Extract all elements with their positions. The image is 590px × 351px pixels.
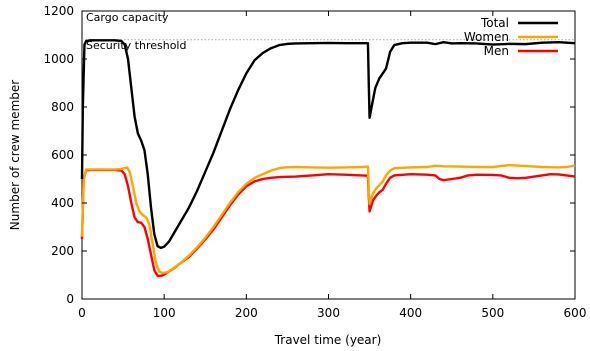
x-tick-label: 100: [153, 306, 176, 320]
legend-label-women: Women: [464, 30, 509, 44]
series-line-men: [80, 168, 576, 278]
x-tick-label: 200: [235, 306, 258, 320]
x-tick-label: 0: [78, 306, 86, 320]
y-axis-ticks: 0 200 400 600 800 1000 1200: [43, 4, 575, 306]
annotation-cargo-capacity: Cargo capacity: [86, 11, 169, 24]
legend-label-total: Total: [480, 16, 509, 30]
x-tick-label: 500: [481, 306, 504, 320]
x-axis-ticks: 0 100 200 300 400 500 600: [78, 11, 586, 320]
y-tick-label: 0: [66, 292, 74, 306]
x-tick-label: 300: [317, 306, 340, 320]
y-tick-label: 800: [51, 100, 74, 114]
x-axis-title: Travel time (year): [274, 333, 382, 347]
annotation-security-threshold: Security threshold: [86, 39, 186, 52]
series-line-women: [80, 163, 576, 275]
y-tick-label: 400: [51, 196, 74, 210]
x-tick-label: 600: [564, 306, 587, 320]
annotations: Cargo capacity Security threshold: [86, 11, 186, 52]
x-tick-label: 400: [399, 306, 422, 320]
legend-label-men: Men: [484, 44, 509, 58]
y-tick-label: 1200: [43, 4, 74, 18]
y-axis-title: Number of crew member: [8, 80, 22, 230]
series-layer: [80, 39, 576, 278]
y-tick-label: 600: [51, 148, 74, 162]
series-line-total: [80, 39, 576, 250]
y-tick-label: 200: [51, 244, 74, 258]
y-tick-label: 1000: [43, 52, 74, 66]
